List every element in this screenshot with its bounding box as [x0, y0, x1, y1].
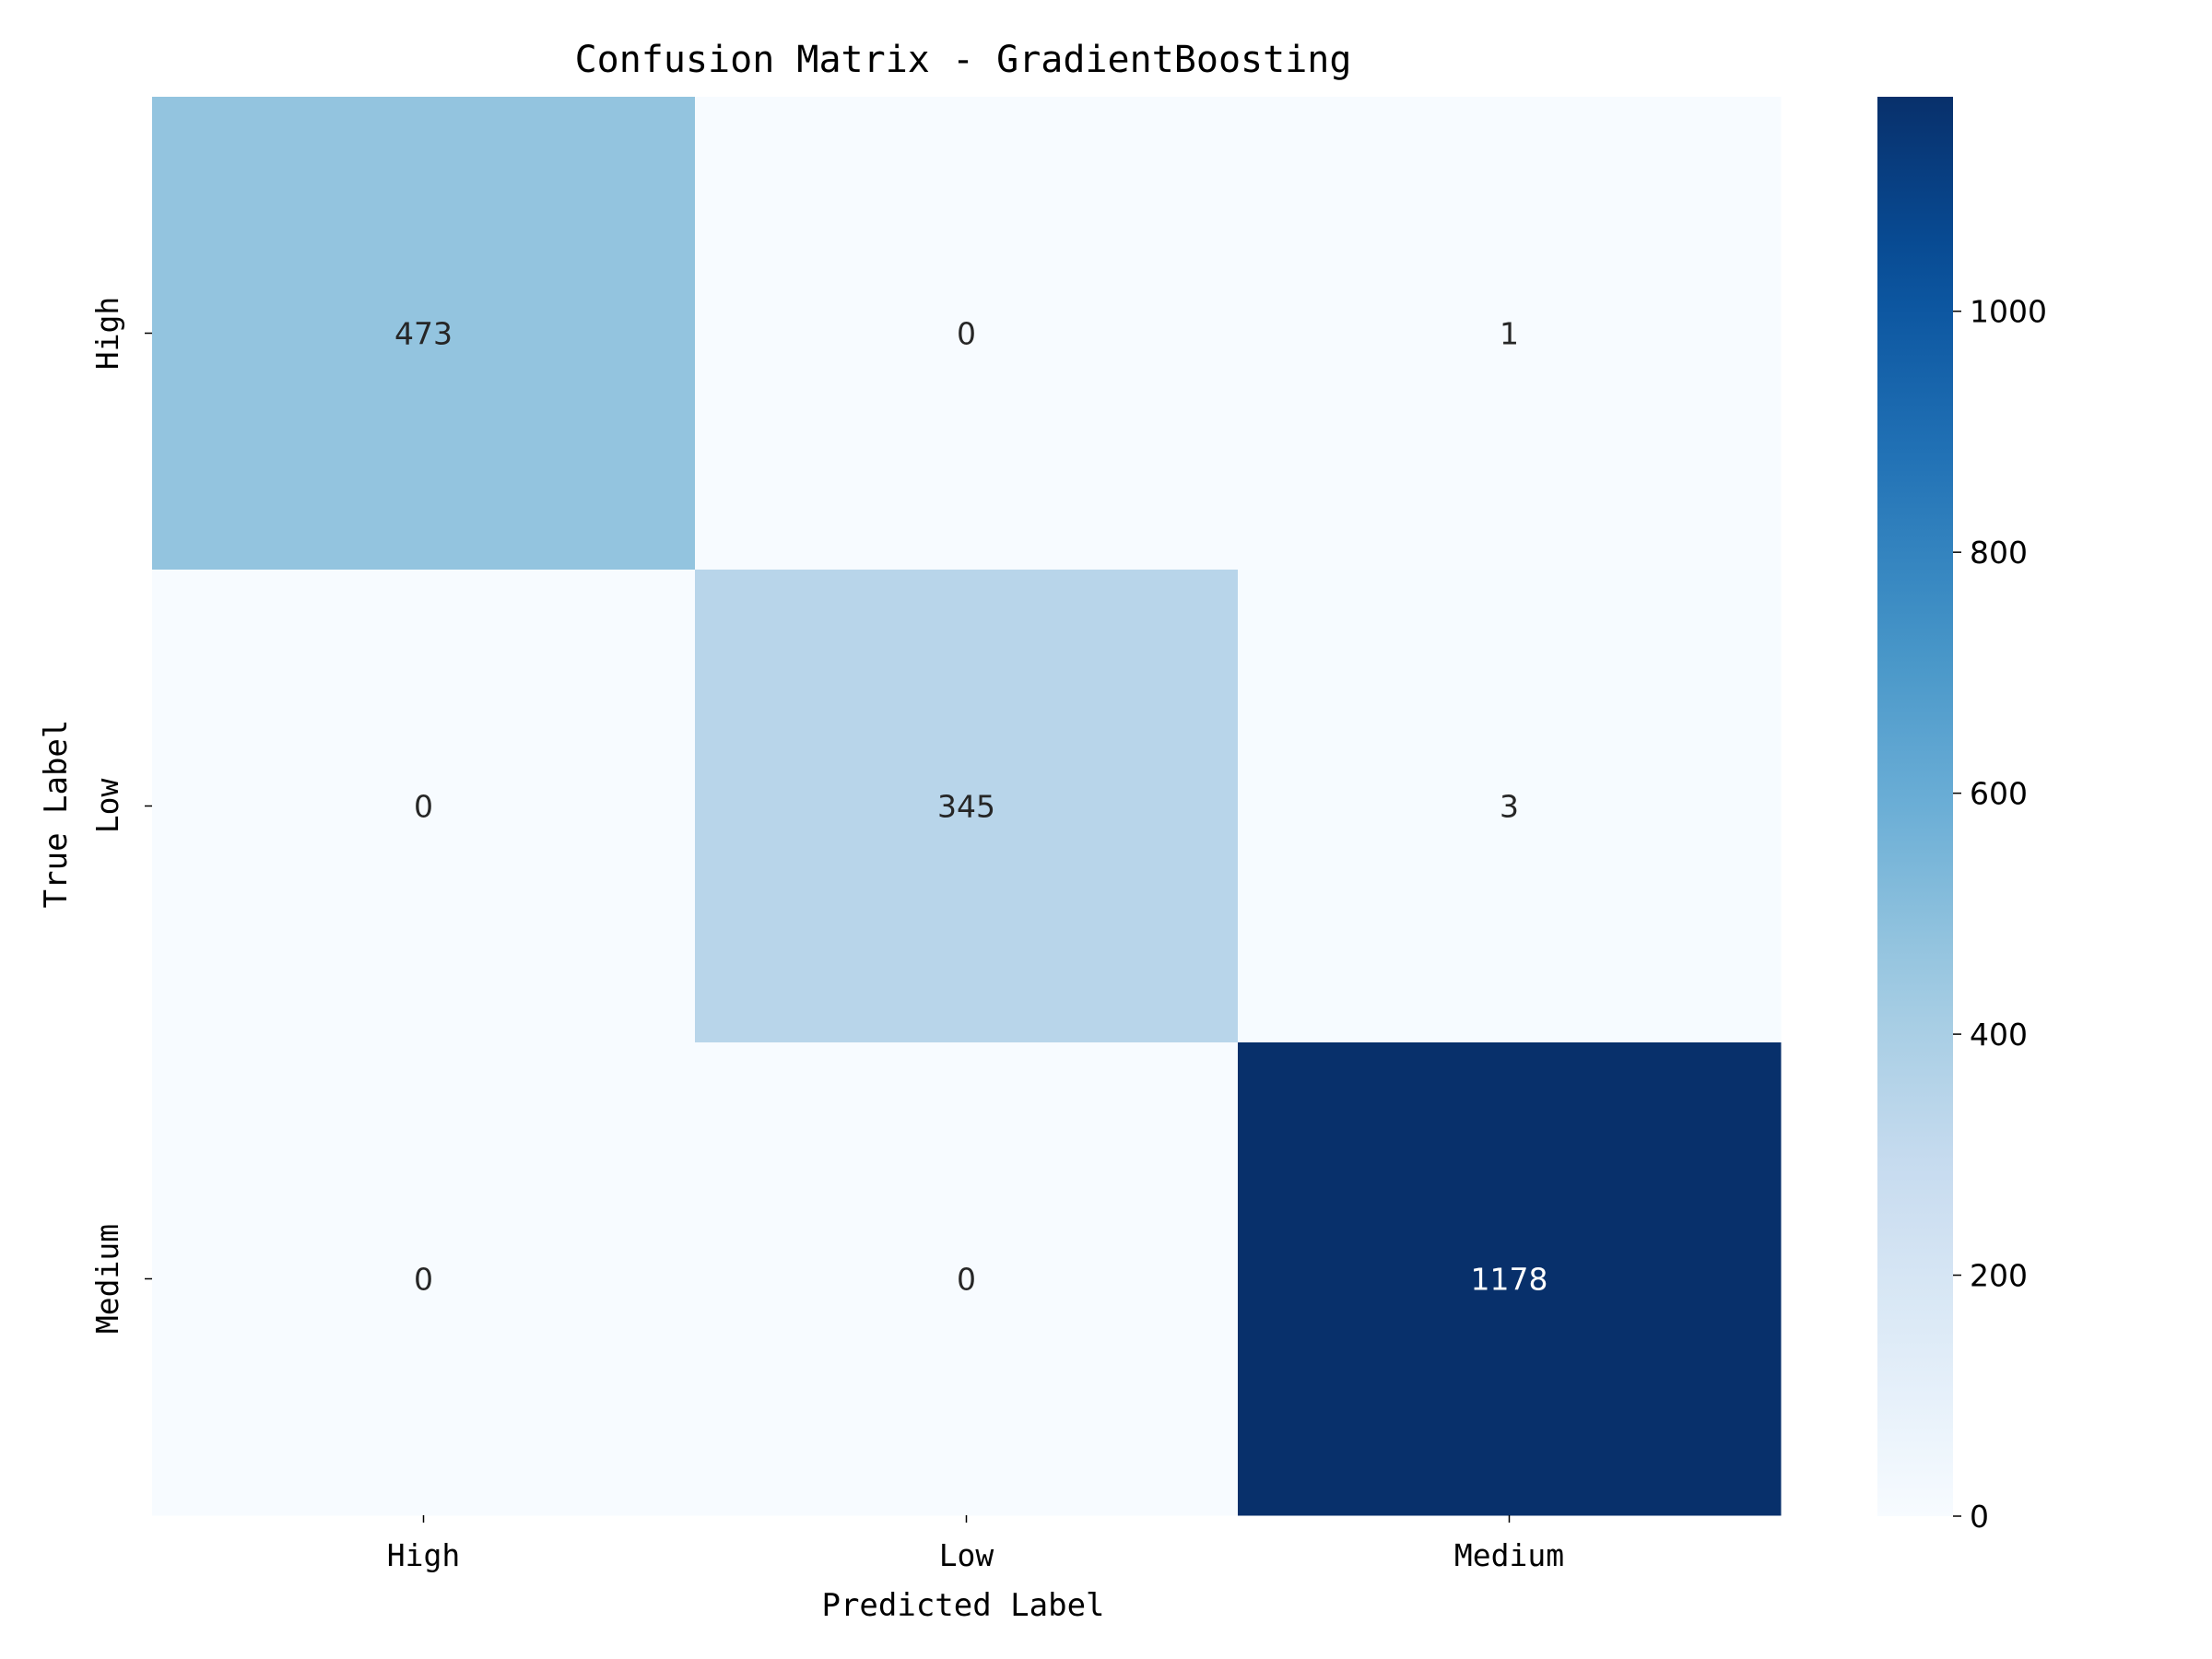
y-tick-label-0: High: [89, 297, 125, 370]
heatmap-cell-2-0: [152, 1042, 696, 1516]
colorbar-tick-label-4: 800: [1970, 535, 2028, 571]
cell-value-1-1: 345: [937, 789, 995, 825]
colorbar-gradient: [1877, 97, 1953, 1516]
heatmap-cell-0-0: [152, 97, 696, 571]
heatmap-cell-2-1: [695, 1042, 1239, 1516]
cell-value-1-0: 0: [414, 789, 433, 825]
cell-value-0-0: 473: [394, 316, 453, 352]
heatmap-cell-1-2: [1238, 570, 1782, 1043]
colorbar-tick-label-3: 600: [1970, 776, 2028, 812]
x-tick-label-0: High: [387, 1537, 460, 1573]
heatmap-cell-1-1: [695, 570, 1239, 1043]
y-axis-ticks: High Low Medium: [89, 297, 152, 1334]
colorbar-tick-label-0: 0: [1970, 1499, 1989, 1535]
colorbar: 0 200 400 600 800 1000: [1877, 97, 2047, 1535]
colorbar-tick-label-1: 200: [1970, 1258, 2028, 1294]
cell-value-2-1: 0: [957, 1262, 976, 1298]
x-tick-label-1: Low: [939, 1537, 994, 1573]
heatmap-cell-2-2: [1238, 1042, 1782, 1516]
x-tick-label-2: Medium: [1454, 1537, 1564, 1573]
chart-title: Confusion Matrix - GradientBoosting: [575, 39, 1352, 81]
colorbar-tick-label-5: 1000: [1970, 294, 2047, 330]
heatmap-cell-0-1: [695, 97, 1239, 571]
cell-value-2-2: 1178: [1471, 1262, 1548, 1298]
colorbar-tick-label-2: 400: [1970, 1017, 2028, 1053]
heatmap-cell-1-0: [152, 570, 696, 1043]
x-axis-label: Predicted Label: [821, 1587, 1104, 1624]
cell-value-2-0: 0: [414, 1262, 433, 1298]
y-tick-label-2: Medium: [89, 1224, 125, 1334]
heatmap: 473 0 1 0 345 3 0 0 1178: [152, 97, 1782, 1516]
cell-value-0-1: 0: [957, 316, 976, 352]
heatmap-cell-0-2: [1238, 97, 1782, 571]
y-axis-label: True Label: [38, 720, 75, 909]
cell-value-1-2: 3: [1500, 789, 1519, 825]
x-axis-ticks: High Low Medium: [387, 1515, 1564, 1573]
cell-value-0-2: 1: [1500, 316, 1519, 352]
y-tick-label-1: Low: [89, 779, 125, 834]
